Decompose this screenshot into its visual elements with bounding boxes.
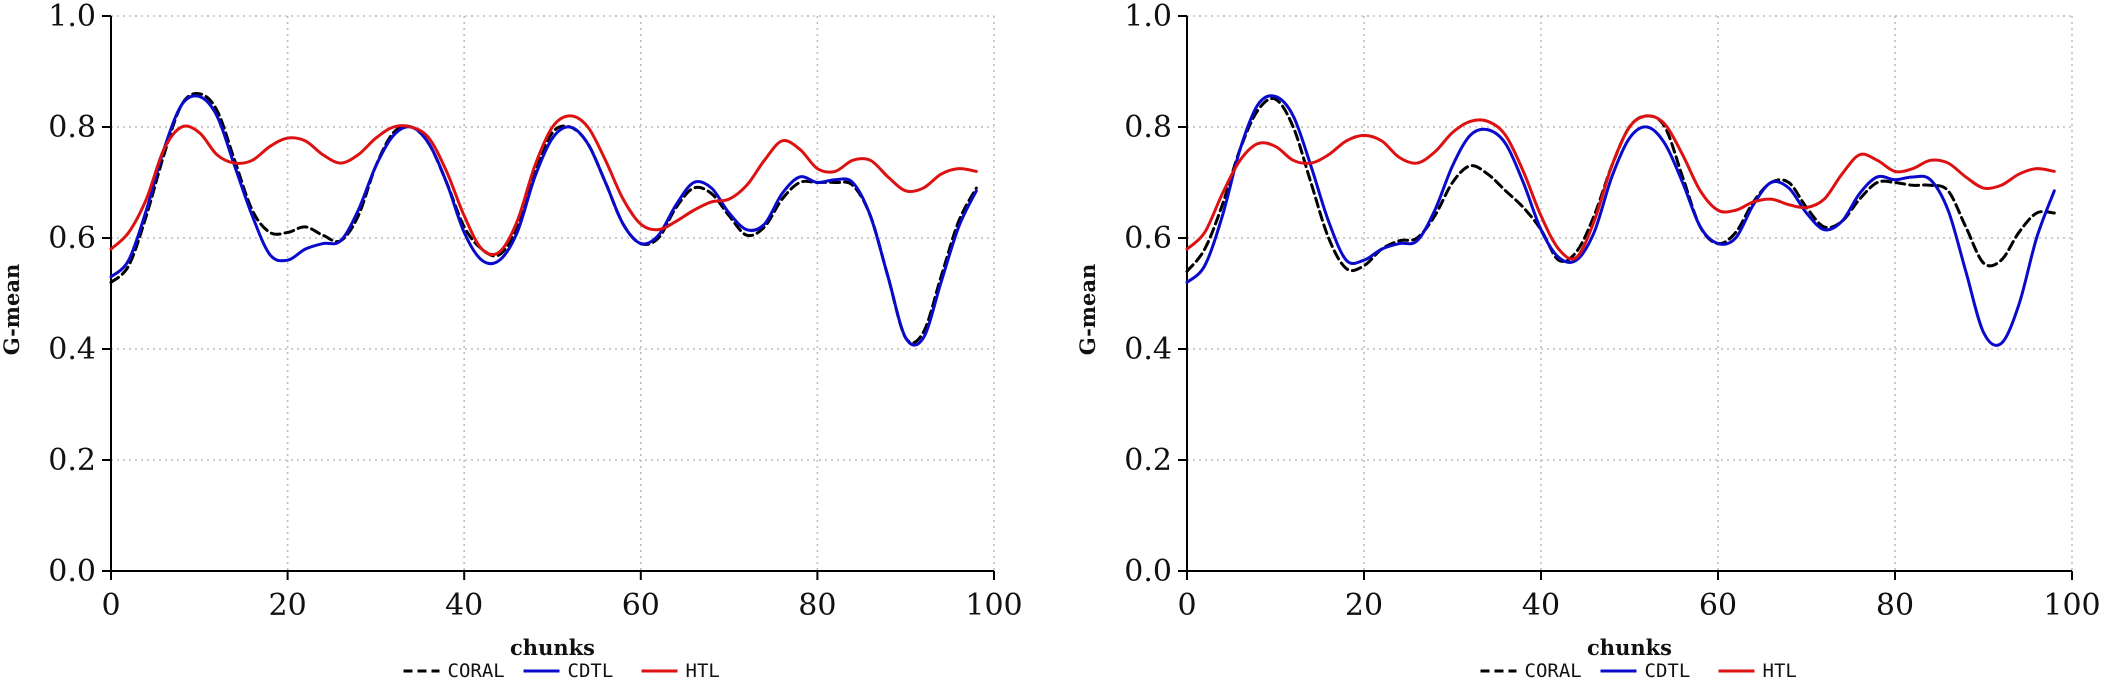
series-line-htl	[1185, 114, 2056, 261]
y-axis-label: G-mean	[0, 264, 24, 356]
x-tick-label: 0	[101, 588, 120, 623]
series-line-cdtl	[109, 94, 978, 347]
legend: CORAL CDTL HTL	[1480, 660, 1797, 682]
legend-label-htl: HTL	[1763, 660, 1797, 682]
x-tick-label: 60	[622, 588, 660, 623]
y-tick-label: 0.6	[48, 221, 96, 256]
y-tick-label: 0.2	[1124, 443, 1172, 478]
legend-label-cdtl: CDTL	[568, 660, 614, 682]
legend: CORAL CDTL HTL	[403, 660, 720, 682]
y-tick-label: 0.0	[1124, 554, 1172, 589]
x-tick-label: 60	[1699, 588, 1737, 623]
x-axis-label: chunks	[1587, 635, 1672, 660]
legend-label-coral: CORAL	[1525, 660, 1582, 682]
y-tick-label: 0.8	[1124, 110, 1172, 145]
series-line-cdtl	[1185, 94, 2056, 347]
series-line-coral	[109, 91, 978, 345]
y-tick-label: 0.8	[48, 110, 96, 145]
y-tick-label: 0.0	[48, 554, 96, 589]
left-chart-panel: 0 20 40 60 80 100 0.0 0.2 0.4 0.6 0.8 1.0 chunks G-me…	[0, 0, 1023, 682]
legend-label-coral: CORAL	[448, 660, 505, 682]
right-chart-panel: 0 20 40 60 80 100 0.0 0.2 0.4 0.6 0.8 1.0 chunks G-me…	[1075, 0, 2101, 682]
legend-label-htl: HTL	[686, 660, 720, 682]
y-axis-label: G-mean	[1075, 264, 1100, 356]
y-tick-label: 0.4	[1124, 332, 1172, 367]
series-line-htl	[109, 114, 978, 257]
x-tick-label: 40	[1522, 588, 1560, 623]
y-tick-label: 0.2	[48, 443, 96, 478]
y-tick-label: 1.0	[1124, 0, 1172, 34]
x-tick-label: 20	[269, 588, 307, 623]
x-tick-label: 80	[1876, 588, 1914, 623]
x-tick-label: 80	[798, 588, 836, 623]
x-tick-label: 100	[2043, 588, 2100, 623]
x-axis-label: chunks	[510, 635, 595, 660]
x-tick-label: 20	[1345, 588, 1383, 623]
y-tick-label: 1.0	[48, 0, 96, 34]
legend-label-cdtl: CDTL	[1645, 660, 1691, 682]
x-tick-label: 0	[1177, 588, 1196, 623]
x-tick-label: 40	[445, 588, 483, 623]
y-tick-label: 0.4	[48, 332, 96, 367]
y-tick-label: 0.6	[1124, 221, 1172, 256]
x-tick-label: 100	[965, 588, 1022, 623]
